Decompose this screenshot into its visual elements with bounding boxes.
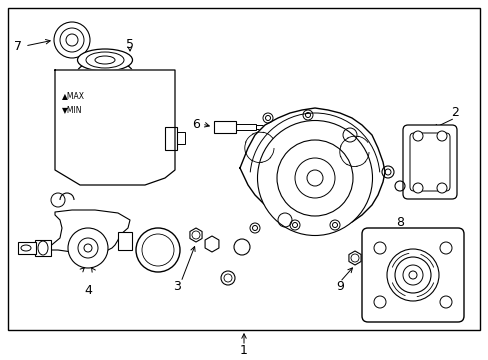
Circle shape: [373, 296, 385, 308]
Bar: [177, 132, 184, 144]
Circle shape: [276, 140, 352, 216]
Text: 7: 7: [14, 40, 22, 53]
Text: 1: 1: [240, 343, 247, 356]
Polygon shape: [348, 251, 360, 265]
Circle shape: [373, 242, 385, 254]
Circle shape: [221, 271, 235, 285]
Bar: [18, 242, 36, 254]
Circle shape: [439, 242, 451, 254]
Bar: [8, 8, 479, 330]
Circle shape: [136, 228, 180, 272]
Text: 3: 3: [173, 279, 181, 292]
Bar: [118, 232, 132, 250]
Polygon shape: [204, 236, 219, 252]
Ellipse shape: [77, 49, 132, 71]
Circle shape: [436, 131, 446, 141]
Circle shape: [439, 296, 451, 308]
Polygon shape: [55, 70, 175, 185]
Polygon shape: [48, 210, 130, 252]
Bar: [236, 124, 256, 130]
Circle shape: [412, 183, 422, 193]
Ellipse shape: [77, 61, 132, 83]
Text: 9: 9: [335, 280, 343, 293]
Polygon shape: [189, 228, 202, 242]
FancyBboxPatch shape: [361, 228, 463, 322]
Text: 4: 4: [84, 284, 92, 297]
Ellipse shape: [257, 121, 372, 235]
Text: 2: 2: [450, 105, 458, 118]
Circle shape: [412, 131, 422, 141]
Text: 6: 6: [192, 117, 200, 130]
Text: 8: 8: [395, 216, 403, 229]
Bar: [214, 121, 236, 133]
Text: 5: 5: [126, 37, 134, 50]
Circle shape: [436, 183, 446, 193]
Bar: [164, 127, 177, 150]
Bar: [28, 52, 216, 212]
Bar: [256, 125, 269, 129]
Polygon shape: [240, 108, 384, 228]
Text: ▲MAX: ▲MAX: [62, 91, 85, 100]
Circle shape: [386, 249, 438, 301]
FancyBboxPatch shape: [402, 125, 456, 199]
Bar: [35, 240, 51, 256]
Text: ▼MIN: ▼MIN: [62, 105, 82, 114]
Circle shape: [68, 228, 108, 268]
